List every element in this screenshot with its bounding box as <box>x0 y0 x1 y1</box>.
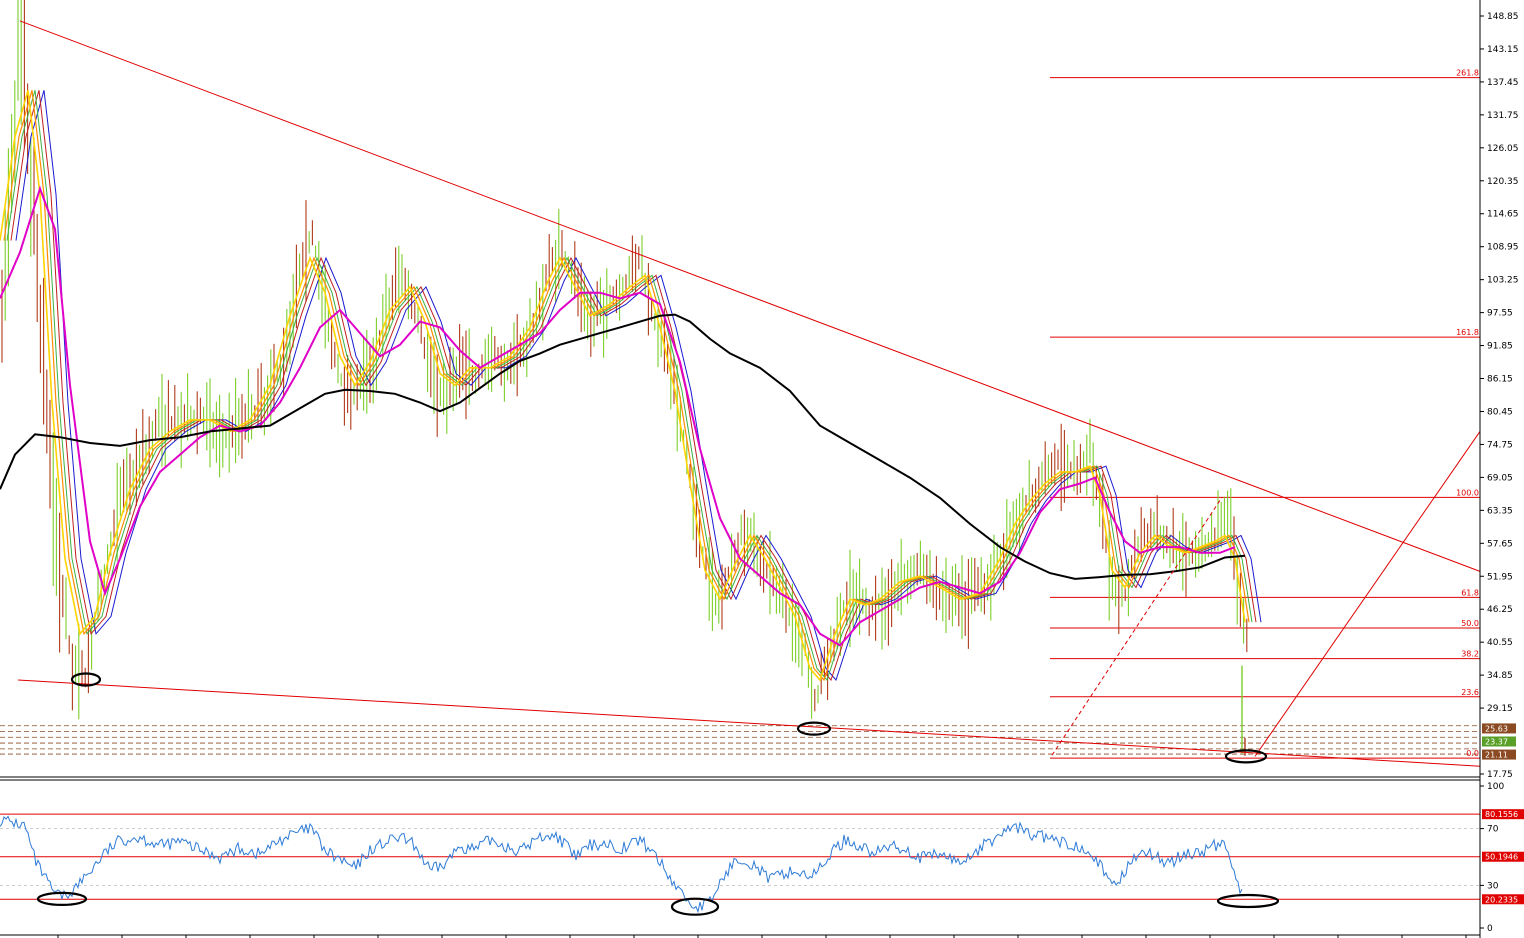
price-ellipse-marker <box>796 721 832 736</box>
price-tag-label: 25.63 <box>1485 724 1508 733</box>
fib-level-label: 61.8 <box>1461 588 1479 597</box>
fib-level-label: 38.2 <box>1461 650 1479 659</box>
rsi-level-tag-label: 80.1556 <box>1485 810 1518 819</box>
rsi-level-tag-label: 20.2335 <box>1485 895 1518 904</box>
ma-long-line <box>0 313 1246 580</box>
price-axis-tick-label: 91.85 <box>1487 342 1513 352</box>
price-axis-tick-label: 40.55 <box>1487 638 1513 648</box>
fib-level-label: 161.8 <box>1456 328 1479 337</box>
rsi-level-tag-label: 50.1946 <box>1485 853 1518 862</box>
fib-level-label: 261.8 <box>1456 69 1479 78</box>
fib-level-label: 50.0 <box>1461 619 1479 628</box>
price-axis-tick-label: 46.25 <box>1487 605 1513 615</box>
price-panel: 261.8 161.8 100.0 61.8 50.0 38.2 23.6 0.0 <box>0 0 1481 767</box>
price-axis-tick-label: 29.15 <box>1487 704 1513 714</box>
rsi-line <box>0 815 1243 914</box>
rsi-axis-tick-label: 70 <box>1487 825 1499 835</box>
fib-level-label: 0.0 <box>1466 749 1479 758</box>
price-axis-tick-label: 131.75 <box>1487 111 1519 121</box>
price-axis-tick-label: 86.15 <box>1487 375 1513 385</box>
price-axis-tick-label: 63.35 <box>1487 506 1513 516</box>
price-axis-tick-label: 148.85 <box>1487 12 1519 22</box>
ma-yellow-line <box>0 90 1246 682</box>
price-tag-label: 21.11 <box>1485 751 1508 760</box>
rsi-level-tag-box <box>1482 851 1524 862</box>
price-ellipse-marker <box>70 672 102 687</box>
ma-magenta-line <box>0 185 1236 647</box>
rsi-axis-tick-label: 30 <box>1487 881 1499 891</box>
price-axis-tick-label: 34.85 <box>1487 671 1513 681</box>
price-axis-tick-label: 114.65 <box>1487 210 1519 220</box>
ma-orange-line <box>3 90 1250 682</box>
price-axis-tick-label: 51.95 <box>1487 572 1513 582</box>
rsi-axis-tick-label: 0 <box>1487 924 1493 934</box>
price-axis-tick-label: 103.25 <box>1487 276 1519 286</box>
price-tag-box <box>1482 723 1516 734</box>
price-axis-tick-label: 143.15 <box>1487 45 1519 55</box>
price-axis-tick-label: 108.95 <box>1487 243 1519 253</box>
price-tag-label: 23.37 <box>1485 738 1508 747</box>
price-axis-tick-label: 126.05 <box>1487 144 1519 154</box>
fib-level-label: 100.0 <box>1456 488 1479 497</box>
price-tag-box <box>1482 736 1516 747</box>
fib-dashed-trendline <box>1051 497 1223 756</box>
rsi-panel <box>0 776 1480 916</box>
price-axis-tick-label: 97.55 <box>1487 309 1513 319</box>
price-axis-tick-label: 74.75 <box>1487 440 1513 450</box>
price-axis-tick-label: 80.45 <box>1487 407 1513 417</box>
fib-level-label: 23.6 <box>1461 688 1479 697</box>
trendline-2 <box>1254 431 1481 757</box>
rsi-level-tag-box <box>1482 894 1524 905</box>
rsi-level-tag-box <box>1482 809 1524 820</box>
ma-blue-line <box>15 90 1262 681</box>
price-tag-box <box>1482 749 1516 760</box>
rsi-ellipse-marker <box>670 897 720 916</box>
price-ellipse-marker <box>1224 749 1268 764</box>
price-axis-tick-label: 17.75 <box>1487 770 1513 780</box>
price-axis-tick-label: 137.45 <box>1487 78 1519 88</box>
price-axis-tick-label: 120.35 <box>1487 177 1519 187</box>
price-axis-tick-label: 57.65 <box>1487 539 1513 549</box>
rsi-ellipse-marker <box>1216 893 1280 909</box>
ma-red-line <box>10 90 1257 681</box>
trendline-0 <box>19 20 1481 572</box>
price-axis-tick-label: 69.05 <box>1487 473 1513 483</box>
rsi-axis-tick-label: 100 <box>1487 782 1504 792</box>
rsi-ellipse-marker <box>36 891 88 906</box>
